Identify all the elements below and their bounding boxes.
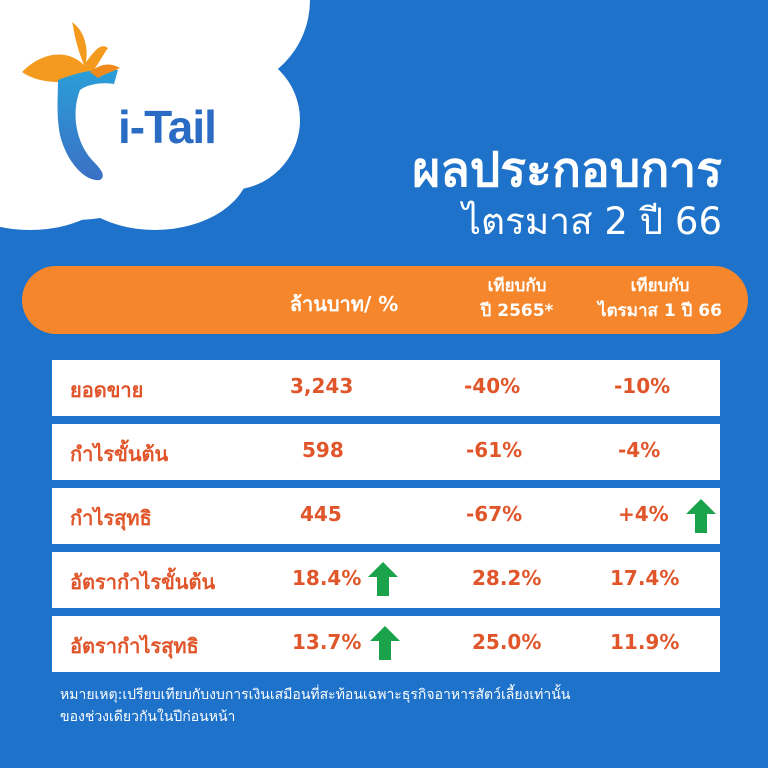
row-vs-q1: 17.4% xyxy=(610,566,680,590)
table-row-net-margin: อัตรากำไรสุทธิ 13.7% 25.0% 11.9% xyxy=(52,616,720,672)
row-vs-q1: 11.9% xyxy=(610,630,680,654)
row-label: อัตรากำไรสุทธิ xyxy=(70,634,199,658)
row-label: อัตรากำไรขั้นต้น xyxy=(70,570,216,594)
header-units: ล้านบาท/ % xyxy=(289,292,399,316)
row-value: 18.4% xyxy=(292,566,362,590)
table-header: ล้านบาท/ % เทียบกับ ปี 2565* เทียบกับ ไต… xyxy=(22,266,748,334)
header-compare-2565: เทียบกับ ปี 2565* xyxy=(427,274,607,324)
row-value: 598 xyxy=(302,438,344,462)
table-row-gross-margin: อัตรากำไรขั้นต้น 18.4% 28.2% 17.4% xyxy=(52,552,720,608)
row-value: 445 xyxy=(300,502,342,526)
up-arrow-icon xyxy=(368,562,398,596)
page-subtitle: ไตรมาส 2 ปี 66 xyxy=(462,200,722,243)
row-vs-2565: -67% xyxy=(466,502,523,526)
table-row-sales: ยอดขาย 3,243 -40% -10% xyxy=(52,360,720,416)
row-label: ยอดขาย xyxy=(70,378,144,402)
up-arrow-icon xyxy=(370,626,400,660)
up-arrow-icon xyxy=(686,499,716,533)
footnote-line1: หมายเหตุ:เปรียบเทียบกับงบการเงินเสมือนที… xyxy=(60,687,571,703)
table-row-gross-profit: กำไรขั้นต้น 598 -61% -4% xyxy=(52,424,720,480)
footnote-line2: ของช่วงเดียวกันในปีก่อนหน้า xyxy=(60,709,236,725)
header-compare-q1-line1: เทียบกับ xyxy=(630,276,690,296)
header-compare-q1: เทียบกับ ไตรมาส 1 ปี 66 xyxy=(570,274,750,324)
row-vs-q1: -10% xyxy=(614,374,671,398)
table-row-net-profit: กำไรสุทธิ 445 -67% +4% xyxy=(52,488,720,544)
footnote: หมายเหตุ:เปรียบเทียบกับงบการเงินเสมือนที… xyxy=(60,684,760,728)
header-compare-2565-line2: ปี 2565* xyxy=(480,301,554,321)
brand-name: i-Tail xyxy=(118,101,217,153)
row-vs-2565: -61% xyxy=(466,438,523,462)
page-title: ผลประกอบการ xyxy=(412,142,722,198)
row-label: กำไรสุทธิ xyxy=(70,506,152,530)
header-compare-2565-line1: เทียบกับ xyxy=(487,276,547,296)
row-value: 3,243 xyxy=(290,374,354,398)
row-value: 13.7% xyxy=(292,630,362,654)
row-vs-2565: 28.2% xyxy=(472,566,542,590)
row-vs-q1: -4% xyxy=(618,438,661,462)
row-vs-2565: 25.0% xyxy=(472,630,542,654)
itail-logo xyxy=(22,22,120,181)
row-vs-q1: +4% xyxy=(618,502,669,526)
header-compare-q1-line2: ไตรมาส 1 ปี 66 xyxy=(598,301,722,321)
row-vs-2565: -40% xyxy=(464,374,521,398)
row-label: กำไรขั้นต้น xyxy=(70,442,169,466)
